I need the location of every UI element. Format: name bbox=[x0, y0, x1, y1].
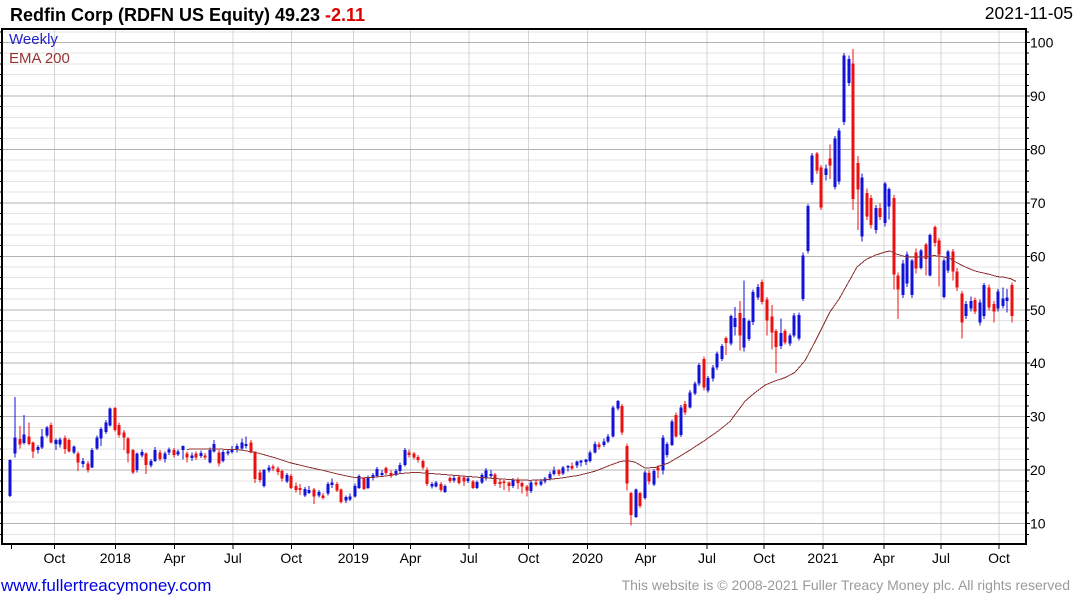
svg-text:60: 60 bbox=[1030, 248, 1046, 264]
svg-text:EMA 200: EMA 200 bbox=[9, 50, 70, 67]
svg-text:Jul: Jul bbox=[224, 550, 242, 566]
svg-text:This website is © 2008-2021 Fu: This website is © 2008-2021 Fuller Treac… bbox=[622, 577, 1070, 593]
svg-text:Apr: Apr bbox=[873, 550, 895, 566]
svg-text:Oct: Oct bbox=[44, 550, 66, 566]
svg-text:20: 20 bbox=[1030, 462, 1046, 478]
svg-text:30: 30 bbox=[1030, 409, 1046, 425]
svg-text:Apr: Apr bbox=[635, 550, 657, 566]
svg-text:2019: 2019 bbox=[338, 550, 369, 566]
svg-text:Jul: Jul bbox=[460, 550, 478, 566]
svg-text:100: 100 bbox=[1030, 35, 1054, 51]
svg-text:70: 70 bbox=[1030, 195, 1046, 211]
svg-text:Jul: Jul bbox=[932, 550, 950, 566]
svg-text:Jul: Jul bbox=[698, 550, 716, 566]
svg-text:2018: 2018 bbox=[100, 550, 131, 566]
svg-text:2021: 2021 bbox=[807, 550, 838, 566]
svg-text:Apr: Apr bbox=[400, 550, 422, 566]
svg-text:Redfin Corp (RDFN US Equity) 4: Redfin Corp (RDFN US Equity) 49.23 -2.11 bbox=[10, 5, 365, 25]
svg-text:10: 10 bbox=[1030, 516, 1046, 532]
svg-text:www.fullertreacymoney.com: www.fullertreacymoney.com bbox=[0, 576, 211, 595]
svg-text:Oct: Oct bbox=[280, 550, 302, 566]
svg-text:2020: 2020 bbox=[572, 550, 603, 566]
svg-text:Oct: Oct bbox=[988, 550, 1010, 566]
svg-text:Apr: Apr bbox=[164, 550, 186, 566]
svg-text:Oct: Oct bbox=[753, 550, 775, 566]
svg-text:80: 80 bbox=[1030, 141, 1046, 157]
svg-text:50: 50 bbox=[1030, 302, 1046, 318]
svg-text:Oct: Oct bbox=[518, 550, 540, 566]
svg-text:2021-11-05: 2021-11-05 bbox=[985, 3, 1073, 23]
svg-text:40: 40 bbox=[1030, 355, 1046, 371]
svg-text:90: 90 bbox=[1030, 88, 1046, 104]
svg-text:Weekly: Weekly bbox=[9, 31, 58, 48]
